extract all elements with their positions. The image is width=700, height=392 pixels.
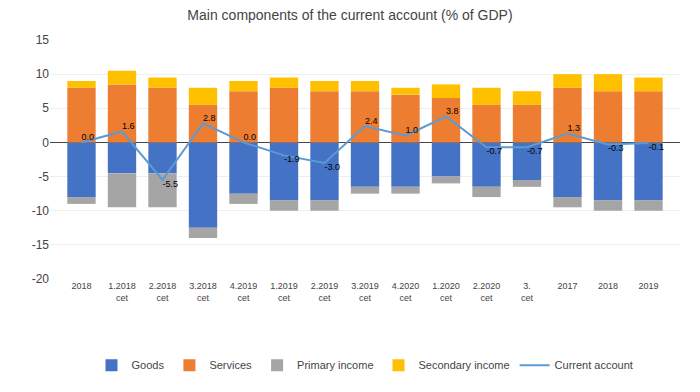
svg-text:-0.7: -0.7 xyxy=(527,146,543,156)
svg-text:0.0: 0.0 xyxy=(82,132,95,142)
svg-text:10: 10 xyxy=(36,67,50,81)
svg-text:0.0: 0.0 xyxy=(244,132,257,142)
svg-text:1.2020cet: 1.2020cet xyxy=(432,281,460,303)
svg-text:15: 15 xyxy=(36,33,50,47)
svg-text:1.6: 1.6 xyxy=(122,121,135,131)
svg-text:2.4: 2.4 xyxy=(365,116,378,126)
svg-text:1.2018cet: 1.2018cet xyxy=(108,281,136,303)
svg-text:Secondary income: Secondary income xyxy=(418,359,509,371)
svg-text:3.cet: 3.cet xyxy=(521,281,534,303)
svg-text:3.2018cet: 3.2018cet xyxy=(189,281,217,303)
svg-text:Primary income: Primary income xyxy=(297,359,373,371)
svg-text:2018: 2018 xyxy=(598,281,618,291)
svg-text:2.8: 2.8 xyxy=(203,113,216,123)
svg-text:Services: Services xyxy=(209,359,252,371)
svg-text:2018: 2018 xyxy=(71,281,91,291)
svg-text:2.2020cet: 2.2020cet xyxy=(473,281,501,303)
svg-text:-0.3: -0.3 xyxy=(608,143,624,153)
svg-text:1.3: 1.3 xyxy=(568,123,581,133)
svg-text:Goods: Goods xyxy=(132,359,165,371)
svg-text:2.2018cet: 2.2018cet xyxy=(149,281,177,303)
svg-text:-20: -20 xyxy=(32,272,50,286)
svg-text:Main components of the current: Main components of the current account (… xyxy=(187,7,512,23)
svg-text:2019: 2019 xyxy=(638,281,658,291)
svg-text:3.2019cet: 3.2019cet xyxy=(351,281,379,303)
svg-text:4.2019cet: 4.2019cet xyxy=(230,281,258,303)
svg-text:-1.9: -1.9 xyxy=(284,154,300,164)
svg-text:-10: -10 xyxy=(32,204,50,218)
svg-text:-0.7: -0.7 xyxy=(487,146,503,156)
svg-text:0: 0 xyxy=(42,136,49,150)
svg-text:Current account: Current account xyxy=(555,359,633,371)
svg-text:-15: -15 xyxy=(32,238,50,252)
svg-text:3.8: 3.8 xyxy=(446,106,459,116)
svg-text:-5: -5 xyxy=(38,170,49,184)
svg-text:2.2019cet: 2.2019cet xyxy=(311,281,339,303)
svg-text:-0.1: -0.1 xyxy=(649,142,665,152)
svg-text:1.0: 1.0 xyxy=(406,125,419,135)
svg-text:1.2019cet: 1.2019cet xyxy=(270,281,298,303)
svg-text:5: 5 xyxy=(42,101,49,115)
svg-text:-3.0: -3.0 xyxy=(325,162,341,172)
svg-text:4.2020cet: 4.2020cet xyxy=(392,281,420,303)
svg-text:2017: 2017 xyxy=(557,281,577,291)
svg-text:-5.5: -5.5 xyxy=(163,179,179,189)
